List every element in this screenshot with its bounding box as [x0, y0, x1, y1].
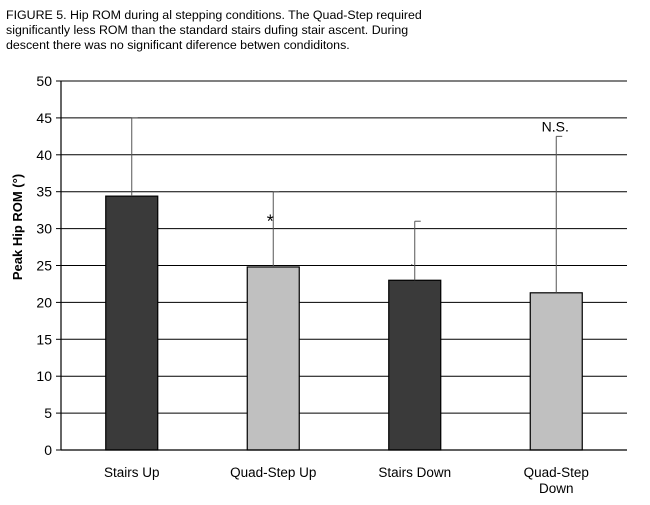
- x-category-label: Down: [539, 481, 574, 496]
- axes: [56, 80, 627, 451]
- bar: [105, 195, 159, 451]
- bar: [388, 279, 442, 451]
- significance-annotation: N.S.: [542, 118, 569, 134]
- y-tick-label: 50: [36, 73, 52, 89]
- y-tick-label: 40: [36, 147, 52, 163]
- significance-annotations: * · N.S.: [267, 118, 569, 272]
- bar: [246, 266, 300, 451]
- x-category-label: Stairs Up: [104, 465, 160, 480]
- y-tick-label: 20: [36, 294, 52, 310]
- y-tick-label: 45: [36, 110, 52, 126]
- y-tick-label: 35: [36, 184, 52, 200]
- y-tick-label: 25: [36, 258, 52, 274]
- y-axis-label: Peak Hip ROM (°): [10, 174, 25, 280]
- significance-annotation: ·: [409, 256, 414, 272]
- caption-line-3: descent there was no significant diferen…: [6, 38, 350, 52]
- y-tick-labels: 0 5 10 15 20 25 30 35 40 45 50: [36, 73, 52, 458]
- x-category-label: Quad-Step Up: [230, 465, 316, 480]
- bar: [529, 292, 583, 451]
- y-tick-label: 15: [36, 331, 52, 347]
- bars: [105, 195, 583, 451]
- y-tick-label: 0: [44, 442, 52, 458]
- y-tick-label: 30: [36, 221, 52, 237]
- y-tick-label: 10: [36, 368, 52, 384]
- x-category-label: Stairs Down: [378, 465, 451, 480]
- error-bars: [131, 117, 563, 293]
- x-category-labels: Stairs Up Quad-Step Up Stairs Down Quad-Ste…: [104, 465, 589, 496]
- figure-caption: FIGURE 5. Hip ROM during al stepping con…: [6, 8, 526, 53]
- significance-annotation: *: [267, 212, 274, 232]
- y-tick-label: 5: [44, 405, 52, 421]
- caption-line-1: FIGURE 5. Hip ROM during al stepping con…: [6, 8, 422, 22]
- caption-line-2: significantly less ROM than the standard…: [6, 23, 409, 37]
- x-category-label: Quad-Step: [524, 465, 589, 480]
